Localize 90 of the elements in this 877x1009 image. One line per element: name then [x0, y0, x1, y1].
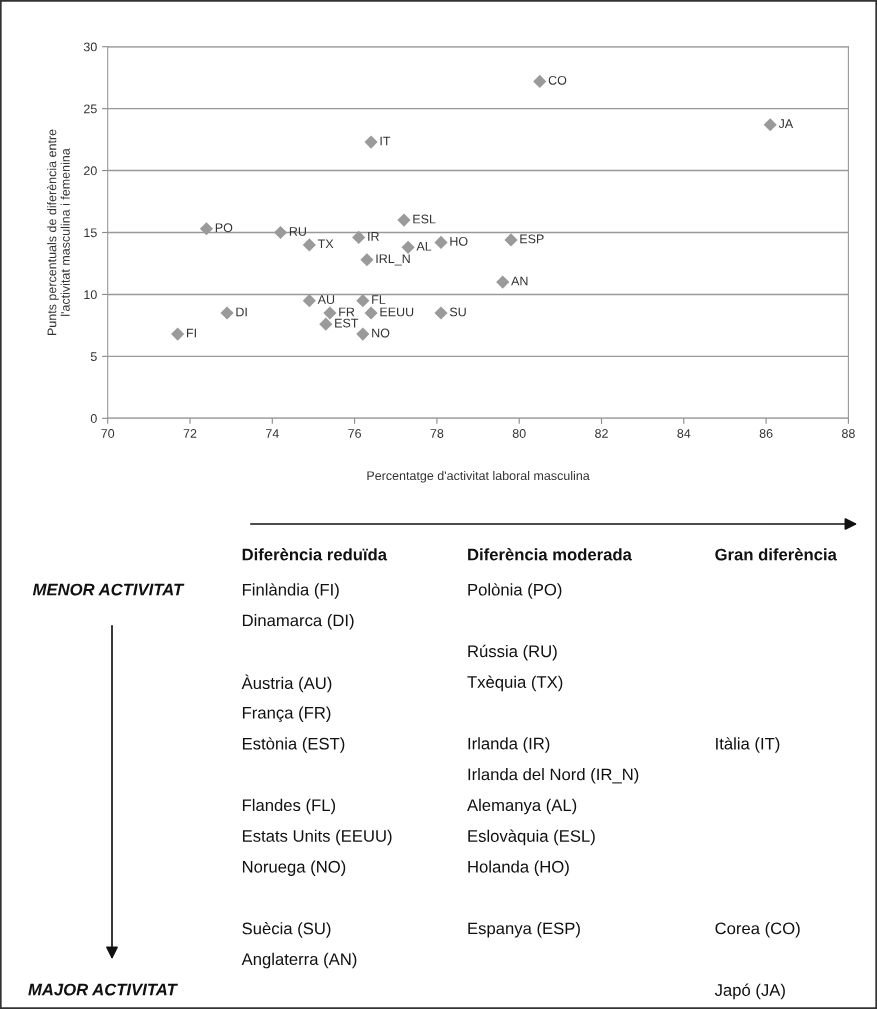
point [352, 230, 366, 245]
point [504, 233, 518, 247]
x-tick-label: 78 [430, 429, 444, 438]
annotation: DI [236, 307, 247, 317]
annotation: FI [187, 328, 196, 338]
text: Finlàndia (FI) [242, 583, 339, 599]
text: Noruega (NO) [242, 860, 346, 876]
x-tick-label: 80 [512, 429, 526, 438]
point [364, 306, 378, 320]
annotation: IRL_N [376, 254, 410, 266]
y-tick-label: 25 [84, 104, 97, 114]
annotation: PO [215, 223, 233, 233]
annotation: ESL [413, 214, 436, 224]
point [434, 306, 448, 320]
text: Txèquia (TX) [467, 675, 563, 692]
x-axis-title: Percentatge d'activitat laboral masculina [367, 470, 590, 483]
point [356, 327, 370, 341]
annotation: CO [548, 75, 567, 85]
text: Anglaterra (AN) [241, 952, 357, 969]
point [397, 213, 411, 227]
annotation: JA [778, 119, 794, 129]
point [533, 74, 547, 88]
annotation: AL [416, 242, 432, 251]
text: Dinamarca (DI) [242, 614, 354, 630]
point [273, 225, 288, 240]
y-tick-label: 10 [84, 290, 97, 300]
annotation: NO [372, 328, 390, 338]
text: Diferència moderada [468, 548, 632, 561]
point [496, 275, 510, 289]
point [199, 222, 214, 236]
point [360, 253, 374, 267]
annotation: IR [368, 232, 379, 241]
point [323, 306, 337, 320]
x-tick-label: 88 [841, 429, 855, 438]
x-tick-label: 76 [348, 429, 361, 438]
text: Diferència reduïda [242, 548, 388, 561]
point [356, 294, 370, 308]
annotation: ESP [520, 234, 544, 244]
point [302, 294, 316, 308]
y-tick-label: 15 [84, 228, 97, 238]
point [302, 238, 316, 252]
y-tick-label: 0 [90, 414, 97, 423]
text: Gran diferència [715, 548, 837, 561]
annotation: EEUU [380, 307, 414, 317]
text: Suècia (SU) [242, 921, 331, 938]
text: Àustria (AU) [241, 674, 332, 693]
text: Corea (CO) [715, 922, 800, 938]
text: Estats Units (EEUU) [242, 829, 392, 846]
annotation: RU [289, 227, 306, 236]
annotation: AN [511, 276, 528, 286]
text: Irlanda del Nord (IR_N) [468, 768, 639, 784]
text: Holanda (HO) [468, 860, 569, 876]
point [434, 235, 448, 249]
point [364, 135, 378, 149]
x-tick-label: 70 [101, 429, 115, 438]
text: Itàlia (IT) [716, 737, 780, 753]
point [171, 327, 185, 341]
text: Polònia (PO) [468, 583, 562, 599]
y-tick-label: 30 [83, 42, 97, 52]
text: Japó (JA) [714, 983, 785, 1000]
text: França (FR) [242, 706, 331, 722]
annotation: EST [335, 318, 359, 328]
text: Rússia (RU) [468, 644, 557, 661]
text: Eslovàquia (ESL) [468, 829, 595, 846]
annotation: FL [372, 295, 386, 304]
text: Irlanda (IR) [468, 737, 550, 753]
y-axis-title: Punts percentuals de diferència entre l'activitat masculina i femenina [47, 129, 70, 335]
annotation: FR [339, 307, 355, 317]
annotation: IT [380, 136, 391, 146]
x-tick-label: 74 [265, 429, 279, 438]
text: Espanya (ESP) [468, 922, 580, 938]
x-tick-label: 82 [595, 429, 608, 438]
y-tick-label: 20 [84, 166, 97, 176]
point [763, 118, 777, 132]
text: MENOR ACTIVITAT [32, 583, 185, 596]
annotation: AU [317, 295, 335, 304]
text: Estònia (EST) [242, 737, 345, 753]
text: Flandes (FL) [242, 798, 336, 815]
annotation: SU [449, 307, 466, 317]
x-tick-label: 84 [677, 429, 691, 438]
text: MAJOR ACTIVITAT [28, 983, 178, 996]
x-tick-label: 72 [183, 429, 197, 438]
annotation: TX [317, 239, 334, 249]
annotation: HO [450, 236, 468, 246]
y-tick-label: 5 [90, 352, 97, 362]
point [319, 317, 333, 331]
point [401, 240, 415, 254]
x-tick-label: 86 [759, 429, 773, 438]
text: Alemanya (AL) [467, 798, 577, 815]
point [220, 306, 234, 320]
